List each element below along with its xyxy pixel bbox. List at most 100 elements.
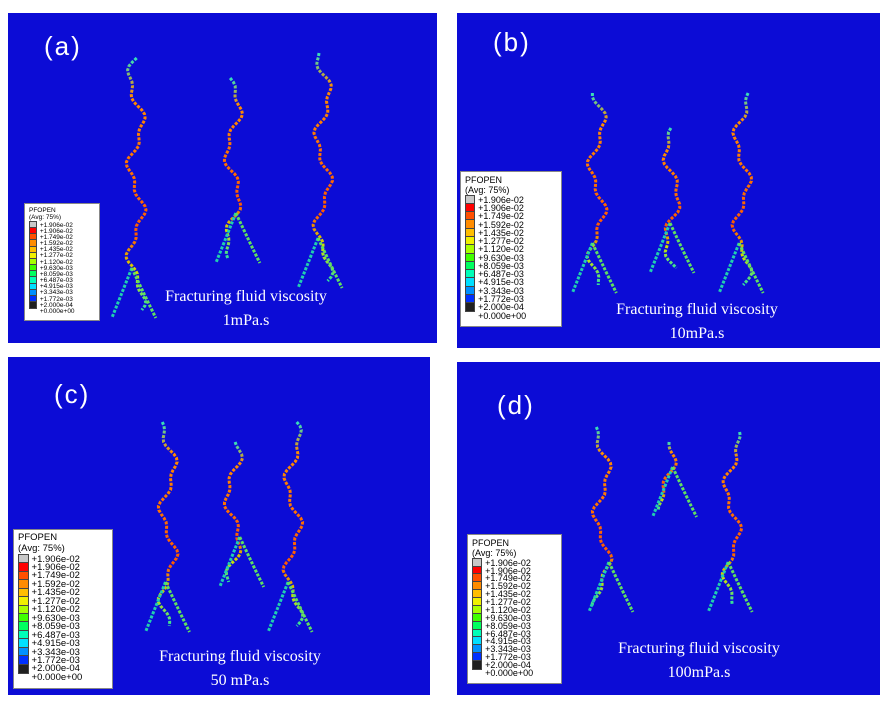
caption: Fracturing fluid viscosity 10mPa.s: [547, 298, 847, 346]
legend-entry: +9.630e-03: [31, 612, 80, 624]
caption-line: Fracturing fluid viscosity: [616, 301, 778, 318]
legend-entry: +1.772e-03: [39, 295, 73, 303]
fracture-plot: [144, 421, 314, 633]
legend-row: +2.000e-04: [465, 302, 557, 313]
fracture: [570, 242, 594, 294]
fracture: [607, 561, 635, 613]
fracture: [671, 466, 698, 518]
fracture: [668, 222, 696, 274]
panel-label: (c): [54, 379, 91, 409]
legend-entry: +8.059e-03: [31, 621, 80, 633]
legend-entry: +1.749e-02: [31, 570, 80, 582]
legend-entry: +1.906e-02: [31, 562, 80, 574]
legend-entry: +2.000e-04: [31, 663, 80, 675]
legend-entry: +4.915e-03: [31, 638, 80, 650]
legend-entry: +1.906e-02: [478, 194, 524, 205]
legend-entry: +1.277e-02: [39, 252, 73, 260]
legend-entry: +1.906e-02: [39, 227, 73, 235]
legend-entry: +1.906e-02: [485, 557, 531, 568]
legend-entry: +1.906e-02: [478, 203, 524, 214]
fracture: [222, 77, 245, 259]
fracture: [661, 127, 682, 270]
legend-entry: +0.000e+00: [485, 667, 534, 678]
legend-entry: +1.120e-02: [31, 604, 80, 616]
legend-row: +2.000e-04: [29, 301, 95, 310]
legend-entry: +3.343e-03: [31, 646, 80, 658]
legend-subtitle: (Avg: 75%): [18, 542, 65, 554]
legend: PFOPEN (Avg: 75%) +1.906e-02 +1.906e-02 +1.7…: [24, 203, 100, 321]
legend-entry: +0.000e+00: [31, 671, 83, 683]
panel: (d) Fracturing fluid viscosity 100mPa.s PFO…: [457, 362, 880, 695]
fracture: [218, 536, 242, 588]
legend-entry: +1.749e-02: [39, 233, 73, 241]
legend-entry: +6.487e-03: [485, 628, 531, 639]
caption: Fracturing fluid viscosity 1mPa.s: [96, 285, 396, 333]
legend-entry: +1.906e-02: [31, 553, 80, 565]
legend: PFOPEN (Avg: 75%) +1.906e-02 +1.906e-02 +1.7…: [13, 529, 113, 689]
fracture: [124, 56, 148, 311]
legend-title: PFOPEN: [29, 207, 56, 214]
legend-entry: +1.592e-02: [39, 240, 73, 248]
panel: (c) Fracturing fluid viscosity 50 mPa.s PFO…: [8, 357, 430, 695]
caption: Fracturing fluid viscosity 100mPa.s: [549, 637, 849, 685]
fracture-plot: [570, 92, 765, 294]
legend-entry: +1.277e-02: [31, 595, 80, 607]
legend-entry: +1.435e-02: [478, 227, 524, 238]
fracture: [130, 267, 158, 319]
legend-entry: +2.000e-04: [485, 660, 531, 670]
legend-entry: +8.059e-03: [478, 260, 524, 271]
fracture: [222, 441, 245, 583]
legend-entry: +6.487e-03: [31, 629, 80, 641]
panel: (b) Fracturing fluid viscosity 10mPa.s PFOP…: [457, 13, 880, 348]
legend-entry: +9.630e-03: [39, 264, 73, 272]
fracture-plot: [587, 426, 754, 613]
legend-entry: +1.277e-02: [485, 597, 531, 607]
fracture: [214, 212, 238, 264]
legend-entry: +4.915e-03: [478, 277, 524, 288]
legend-entry: +1.120e-02: [39, 258, 73, 266]
fracture: [266, 581, 290, 633]
legend-entry: +3.343e-03: [39, 289, 73, 297]
legend-entry: +6.487e-03: [478, 269, 524, 280]
fracture: [706, 561, 730, 613]
fracture: [648, 222, 672, 274]
caption-line: Fracturing fluid viscosity: [618, 640, 780, 657]
legend-entry: +1.120e-02: [485, 604, 531, 615]
legend-entry: +1.592e-02: [478, 219, 524, 230]
caption-line: Fracturing fluid viscosity: [165, 288, 327, 305]
legend-entry: +1.435e-02: [31, 587, 80, 599]
legend-entry: +0.000e+00: [478, 310, 527, 321]
legend-entry: +8.059e-03: [485, 620, 531, 631]
legend-entry: +4.915e-03: [39, 283, 73, 291]
fracture: [590, 426, 614, 608]
legend-row: +0.000e+00: [29, 307, 95, 315]
fracture: [656, 441, 678, 511]
caption-line: 1mPa.s: [222, 312, 270, 329]
legend-row: +0.000e+00: [18, 671, 108, 683]
fracture: [110, 267, 134, 319]
legend-entry: +1.592e-02: [485, 581, 531, 592]
panel-label: (d): [497, 390, 535, 420]
fracture: [651, 466, 674, 518]
swatch: [18, 663, 29, 675]
legend-entry: +1.435e-02: [39, 246, 73, 254]
legend-row: +0.000e+00: [472, 667, 557, 678]
caption-line: 10mPa.s: [669, 325, 725, 342]
fracture: [286, 581, 314, 633]
legend-row: +2.000e-04: [472, 660, 557, 670]
panel: (a) Fracturing fluid viscosity 1mPa.s PFOPE…: [8, 13, 437, 343]
panel-label: (a): [44, 31, 82, 61]
caption-line: Fracturing fluid viscosity: [159, 648, 321, 665]
legend-entry: +1.749e-02: [485, 573, 531, 584]
fracture: [311, 52, 335, 282]
panel-label: (b): [493, 27, 531, 57]
legend-entry: +0.000e+00: [39, 307, 75, 315]
legend-title: PFOPEN: [18, 532, 58, 543]
legend-entry: +1.772e-03: [478, 294, 524, 305]
fracture: [587, 561, 611, 613]
fracture: [164, 581, 191, 633]
legend-entry: +1.906e-02: [39, 221, 73, 229]
fracture: [737, 242, 765, 294]
legend-entry: +8.059e-03: [39, 270, 73, 278]
